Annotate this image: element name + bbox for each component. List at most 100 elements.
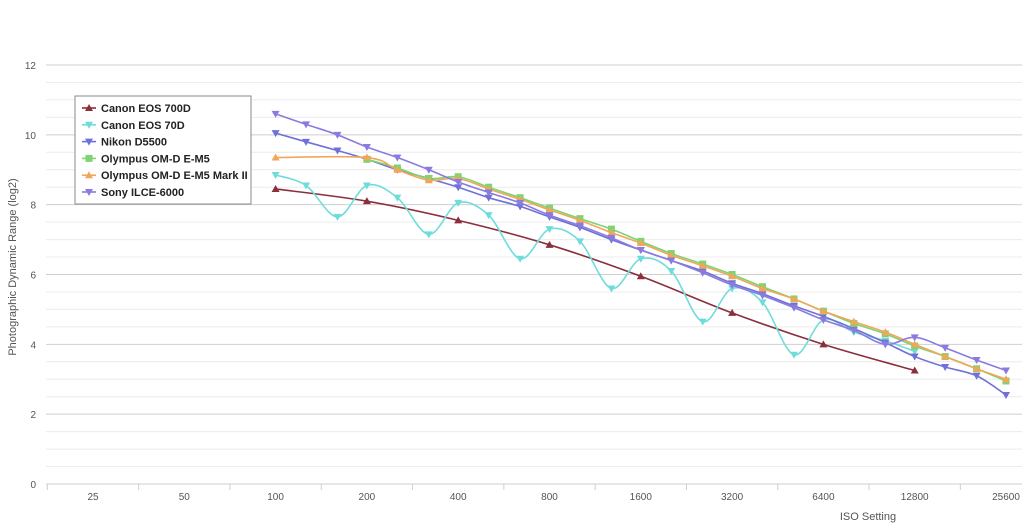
series-line [275, 155, 1007, 381]
data-point [972, 357, 981, 365]
legend-swatch-marker [85, 121, 93, 129]
data-point [393, 154, 402, 162]
data-point [881, 341, 890, 349]
data-point [607, 228, 616, 236]
y-tick-label: 12 [25, 61, 37, 72]
data-point [271, 184, 280, 192]
data-point [393, 194, 402, 202]
x-tick-label: 100 [267, 492, 284, 503]
y-tick-label: 6 [30, 271, 36, 282]
data-point [728, 281, 737, 289]
legend-label: Nikon D5500 [101, 137, 167, 149]
data-point [881, 328, 890, 336]
data-point [575, 222, 584, 230]
legend-label: Canon EOS 70D [101, 120, 185, 132]
x-tick-label: 400 [450, 492, 467, 503]
x-tick-label: 12800 [901, 492, 929, 503]
series-line [275, 174, 915, 356]
data-point [516, 255, 525, 263]
series-canon-eos-700d [271, 184, 919, 374]
series-olympus-om-d-e-m5-mark-ii [271, 153, 1010, 383]
data-point [575, 216, 584, 224]
legend-label: Canon EOS 700D [101, 103, 191, 115]
data-point [728, 308, 737, 316]
data-point [545, 212, 554, 220]
data-point [454, 178, 463, 186]
data-point [302, 121, 311, 129]
data-point [545, 226, 554, 234]
x-tick-label: 50 [179, 492, 191, 503]
data-point [575, 238, 584, 246]
legend-item: Canon EOS 70D [82, 120, 185, 132]
data-point [910, 353, 919, 361]
data-point [941, 364, 950, 372]
series-sony-ilce-6000 [271, 110, 1010, 375]
series-canon-eos-70d [271, 171, 919, 359]
legend-label: Olympus OM-D E-M5 [101, 153, 210, 165]
data-point [271, 171, 280, 179]
data-point [393, 165, 402, 173]
data-point [698, 261, 707, 269]
data-point [910, 348, 919, 356]
legend-item: Nikon D5500 [82, 137, 167, 149]
data-point [636, 247, 645, 255]
legend-swatch-marker [85, 154, 93, 162]
legend-label: Sony ILCE-6000 [101, 187, 184, 199]
vertical-grid [46, 484, 961, 490]
data-point [333, 147, 342, 155]
data-point [698, 269, 707, 277]
series-layer [271, 110, 1010, 399]
y-tick-label: 4 [30, 340, 36, 351]
data-point [910, 340, 919, 348]
data-point [790, 351, 799, 359]
data-point [1002, 367, 1010, 375]
legend-item: Canon EOS 700D [82, 103, 191, 115]
y-tick-label: 2 [30, 410, 36, 421]
x-tick-label: 25600 [992, 492, 1020, 503]
data-point [758, 299, 767, 307]
x-axis-ticks: 25 50 100 200 400 800 1600 3200 6400 12800 25600 [87, 492, 1020, 503]
data-point [333, 213, 342, 221]
data-point [545, 240, 554, 248]
data-point [698, 318, 707, 326]
data-point [819, 316, 828, 324]
series-line [366, 158, 1007, 382]
data-point [516, 199, 525, 207]
data-point [545, 205, 554, 213]
y-axis-ticks: 0 2 4 6 8 10 12 [25, 61, 37, 491]
legend: Canon EOS 700D Canon EOS 70D Nikon D5500 Ol… [74, 95, 252, 205]
data-point [636, 255, 645, 263]
data-point [758, 284, 767, 292]
data-point [484, 189, 493, 197]
data-point [667, 268, 676, 276]
data-point [819, 340, 828, 348]
data-point [636, 239, 645, 247]
x-tick-label: 25 [87, 492, 99, 503]
data-point [454, 184, 463, 192]
legend-item: Sony ILCE-6000 [82, 187, 184, 199]
legend-item: Olympus OM-D E-M5 [82, 153, 210, 165]
x-tick-label: 200 [359, 492, 376, 503]
data-point [362, 144, 371, 152]
data-point [819, 307, 828, 315]
legend-swatch-marker [85, 104, 93, 111]
data-point [728, 272, 737, 280]
data-point [790, 304, 799, 312]
legend-swatch-marker [85, 189, 93, 196]
series-nikon-d5500 [271, 130, 1010, 399]
data-point [333, 131, 342, 139]
data-point [484, 194, 493, 202]
x-tick-label: 6400 [812, 492, 835, 503]
legend-label: Olympus OM-D E-M5 Mark II [101, 170, 248, 182]
data-point [972, 372, 981, 380]
data-point [362, 182, 371, 190]
data-point [941, 352, 950, 360]
data-point [667, 257, 676, 265]
data-point [941, 344, 950, 352]
data-point [1002, 375, 1010, 383]
data-point [454, 199, 463, 207]
data-point [849, 327, 858, 335]
series-line [275, 188, 915, 372]
data-point [607, 234, 616, 242]
